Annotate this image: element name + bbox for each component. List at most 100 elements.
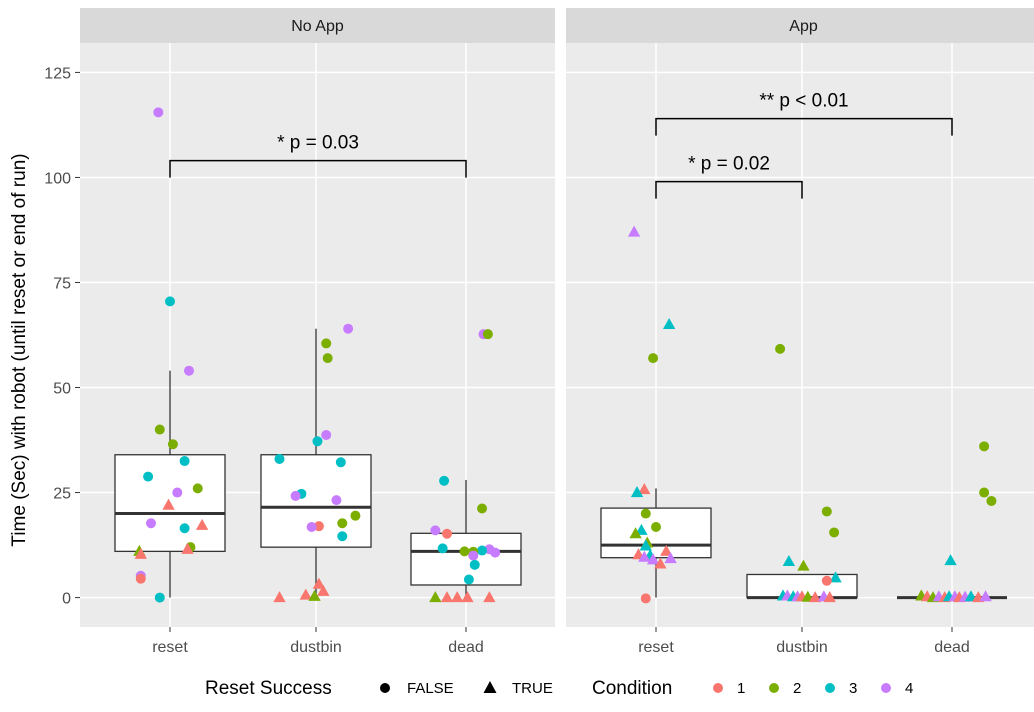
y-tick-label: 25: [53, 486, 71, 503]
strip-label: App: [789, 18, 818, 35]
significance-label: ** p < 0.01: [759, 91, 848, 112]
data-point-triangle: [979, 590, 992, 602]
data-point-circle: [337, 531, 348, 542]
data-point-circle: [979, 441, 990, 452]
data-point-circle: [648, 353, 659, 364]
y-axis-title: Time (Sec) with robot (until reset or en…: [9, 153, 30, 546]
legend-key-circle: [380, 683, 390, 693]
data-point-triangle: [440, 591, 454, 603]
legend-label: 3: [849, 680, 857, 697]
significance-label: * p = 0.02: [688, 154, 770, 175]
data-point-circle: [468, 550, 479, 561]
data-point-circle: [321, 338, 332, 349]
data-point-circle: [979, 487, 990, 498]
data-point-circle: [312, 436, 323, 447]
data-point-circle: [490, 547, 501, 558]
data-point-circle: [337, 518, 348, 529]
y-tick-label: 125: [44, 65, 71, 82]
data-point-circle: [350, 510, 361, 521]
data-point-circle: [439, 475, 450, 486]
legend-title-reset-success: Reset Success: [205, 678, 332, 699]
data-point-triangle: [646, 553, 660, 565]
data-point-triangle: [664, 552, 677, 564]
data-point-circle: [167, 439, 178, 450]
legend-key-color: [713, 683, 723, 693]
data-point-triangle: [627, 225, 641, 237]
data-point-triangle: [629, 527, 642, 539]
data-point-circle: [179, 456, 190, 467]
data-point-circle: [482, 329, 493, 340]
data-point-circle: [165, 296, 175, 307]
data-point-circle: [335, 457, 346, 468]
data-point-triangle: [461, 591, 474, 603]
data-point-circle: [829, 527, 840, 538]
data-point-circle: [154, 592, 165, 603]
significance-label: * p = 0.03: [277, 133, 359, 154]
data-point-triangle: [483, 591, 496, 603]
data-point-circle: [821, 506, 832, 517]
strip-label: No App: [291, 18, 344, 35]
panel-no-app: No App * p = 0.03 reset dustbin dead: [80, 8, 555, 656]
data-point-circle: [469, 559, 480, 570]
data-point-circle: [313, 521, 324, 532]
x-tick-label: dustbin: [290, 639, 342, 656]
data-point-triangle: [638, 483, 651, 495]
significance-annotation: * p = 0.02: [655, 154, 803, 199]
data-point-circle: [477, 503, 488, 514]
data-point-circle: [640, 508, 651, 519]
data-point-circle: [154, 424, 165, 435]
legend-label: 4: [905, 680, 913, 697]
data-point-circle: [477, 545, 488, 556]
y-tick-label: 100: [44, 170, 71, 187]
data-point-triangle: [639, 539, 652, 551]
legend-key-triangle: [483, 681, 497, 693]
box-dustbin: [260, 328, 372, 598]
box-body: [260, 454, 372, 548]
x-tick-label: reset: [152, 639, 188, 656]
box-body: [600, 507, 712, 559]
data-point-triangle: [273, 591, 286, 603]
data-point-triangle: [181, 542, 194, 554]
data-point-triangle: [312, 577, 326, 589]
x-tick-label: dead: [448, 639, 484, 656]
significance-bracket: [655, 117, 953, 136]
y-tick-label: 75: [53, 275, 71, 292]
data-point-circle: [986, 495, 997, 506]
data-point-circle: [274, 453, 285, 464]
data-point-circle: [430, 525, 441, 536]
data-point-circle: [322, 353, 333, 364]
data-point-triangle: [299, 588, 312, 600]
strip-background: [80, 8, 555, 43]
box-reset: [600, 488, 712, 598]
data-point-circle: [331, 495, 342, 506]
y-tick-label: 0: [62, 591, 71, 608]
significance-bracket: [169, 159, 467, 178]
data-point-triangle: [823, 591, 836, 603]
data-point-circle: [343, 323, 354, 334]
data-point-triangle: [630, 486, 644, 498]
data-point-triangle: [638, 550, 651, 562]
data-point-circle: [290, 490, 301, 501]
data-point-circle: [775, 343, 786, 354]
legend-label: FALSE: [407, 680, 454, 697]
box-reset: [114, 370, 226, 598]
data-point-triangle: [308, 589, 321, 601]
legend-title-condition: Condition: [592, 678, 672, 699]
panel-app: App * p = 0.02 ** p < 0.01 reset dustbin dead: [566, 8, 1034, 656]
data-point-circle: [153, 107, 164, 118]
data-point-circle: [306, 522, 317, 533]
data-point-triangle: [808, 591, 822, 603]
significance-annotation: ** p < 0.01: [655, 91, 953, 136]
y-tick-label: 50: [53, 381, 71, 398]
data-point-triangle: [429, 591, 442, 603]
data-point-triangle: [829, 571, 842, 583]
data-point-circle: [192, 483, 203, 494]
facet-panels: No App * p = 0.03 reset dustbin dead App * p =…: [80, 8, 1034, 656]
data-point-triangle: [195, 518, 209, 530]
data-point-circle: [459, 546, 470, 557]
data-point-circle: [179, 523, 190, 534]
data-point-triangle: [964, 590, 978, 602]
data-point-triangle: [134, 547, 147, 559]
data-point-circle: [135, 573, 146, 584]
